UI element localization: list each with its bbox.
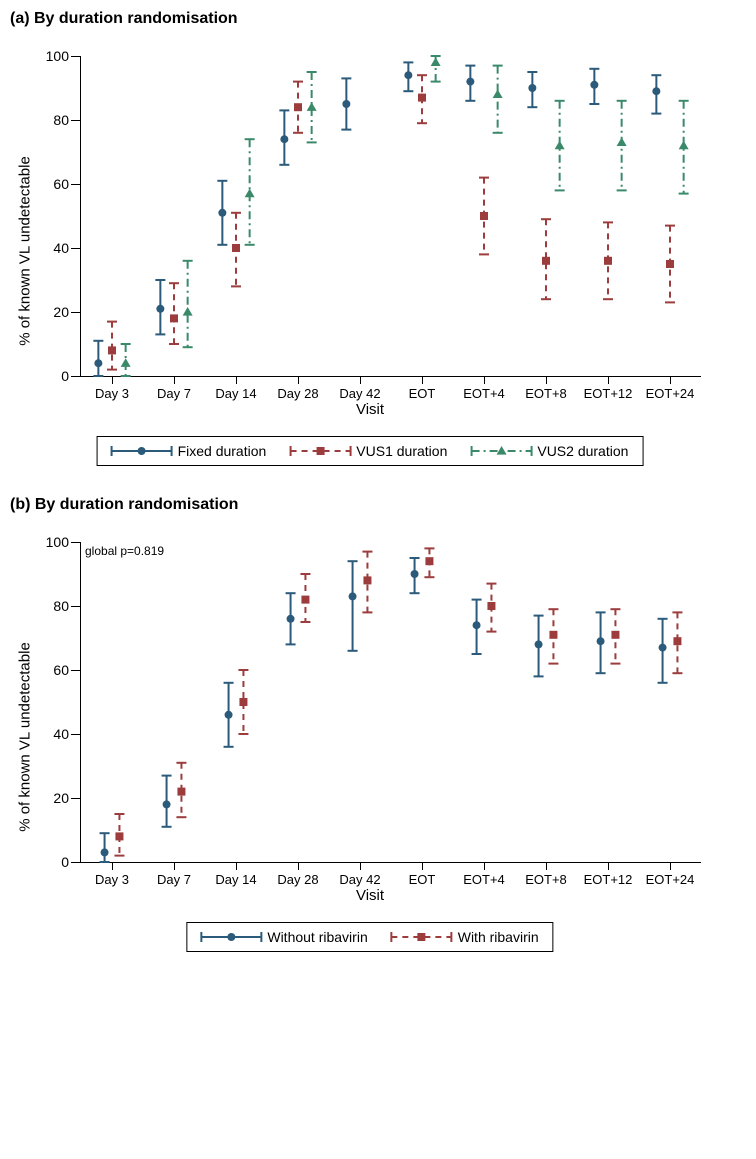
- legend-line-icon: [290, 444, 350, 458]
- ytick-label: 80: [53, 598, 69, 614]
- xtick-label: Day 7: [157, 872, 191, 887]
- ytick: [71, 120, 81, 121]
- legend-label: With ribavirin: [458, 929, 539, 945]
- legend-a: Fixed duration VUS1 duration VUS2 durati…: [97, 436, 644, 466]
- chart-a: % of known VL undetectable 020406080100D…: [10, 36, 730, 466]
- ytick: [71, 542, 81, 543]
- series-layer: [81, 542, 701, 862]
- ytick: [71, 376, 81, 377]
- xtick: [236, 376, 237, 384]
- xtick-label: EOT: [409, 386, 436, 401]
- legend-item: Fixed duration: [112, 443, 267, 459]
- ytick: [71, 248, 81, 249]
- ytick: [71, 56, 81, 57]
- xtick-label: EOT+8: [525, 386, 567, 401]
- xtick: [670, 862, 671, 870]
- xtick: [608, 862, 609, 870]
- xtick-label: EOT+8: [525, 872, 567, 887]
- legend-line-icon: [112, 444, 172, 458]
- xtick-label: EOT+4: [463, 872, 505, 887]
- xtick: [484, 862, 485, 870]
- xtick: [298, 862, 299, 870]
- ytick-label: 0: [61, 854, 69, 870]
- panel-a-title: (a) By duration randomisation: [10, 10, 756, 28]
- series-vus1-duration: [107, 75, 675, 369]
- series-vus2-duration: [121, 56, 689, 376]
- xtick-label: EOT+12: [584, 872, 633, 887]
- plot-area-b: 020406080100Day 3Day 7Day 14Day 28Day 42…: [80, 542, 701, 863]
- xtick: [670, 376, 671, 384]
- xtick-label: Day 28: [277, 386, 318, 401]
- legend-label: Without ribavirin: [267, 929, 367, 945]
- chart-b: % of known VL undetectable 020406080100D…: [10, 522, 730, 952]
- xtick-label: Day 7: [157, 386, 191, 401]
- xtick-label: Day 14: [215, 872, 256, 887]
- xtick: [608, 376, 609, 384]
- ylabel-b: % of known VL undetectable: [17, 642, 34, 832]
- xtick-label: EOT: [409, 872, 436, 887]
- xtick-label: Day 42: [339, 386, 380, 401]
- legend-b: Without ribavirin With ribavirin: [186, 922, 553, 952]
- legend-item: Without ribavirin: [201, 929, 367, 945]
- xtick: [360, 862, 361, 870]
- xtick: [112, 376, 113, 384]
- xtick: [546, 376, 547, 384]
- ytick-label: 100: [46, 48, 69, 64]
- ytick: [71, 734, 81, 735]
- ytick-label: 60: [53, 176, 69, 192]
- legend-label: VUS1 duration: [356, 443, 447, 459]
- series-fixed-duration: [93, 62, 661, 376]
- ytick-label: 60: [53, 662, 69, 678]
- xtick: [422, 376, 423, 384]
- ytick-label: 20: [53, 790, 69, 806]
- xtick-label: EOT+24: [646, 872, 695, 887]
- ytick: [71, 184, 81, 185]
- ytick-label: 40: [53, 726, 69, 742]
- ytick: [71, 670, 81, 671]
- legend-item: VUS1 duration: [290, 443, 447, 459]
- xlabel-a: Visit: [356, 401, 384, 418]
- legend-line-icon: [392, 930, 452, 944]
- xtick: [546, 862, 547, 870]
- xtick-label: Day 14: [215, 386, 256, 401]
- xtick: [422, 862, 423, 870]
- xtick-label: EOT+24: [646, 386, 695, 401]
- panel-a: (a) By duration randomisation % of known…: [10, 10, 756, 466]
- xlabel-b: Visit: [356, 887, 384, 904]
- ytick-label: 80: [53, 112, 69, 128]
- ytick: [71, 798, 81, 799]
- legend-line-icon: [471, 444, 531, 458]
- ytick: [71, 862, 81, 863]
- ytick-label: 20: [53, 304, 69, 320]
- panel-b-title: (b) By duration randomisation: [10, 496, 756, 514]
- xtick: [298, 376, 299, 384]
- xtick-label: Day 42: [339, 872, 380, 887]
- ytick-label: 100: [46, 534, 69, 550]
- xtick-label: Day 28: [277, 872, 318, 887]
- xtick-label: EOT+12: [584, 386, 633, 401]
- xtick: [360, 376, 361, 384]
- ylabel-a: % of known VL undetectable: [17, 156, 34, 346]
- legend-label: Fixed duration: [178, 443, 267, 459]
- xtick: [112, 862, 113, 870]
- series-layer: [81, 56, 701, 376]
- ytick: [71, 312, 81, 313]
- ytick-label: 0: [61, 368, 69, 384]
- legend-item: VUS2 duration: [471, 443, 628, 459]
- xtick: [174, 862, 175, 870]
- xtick-label: Day 3: [95, 872, 129, 887]
- panel-b: (b) By duration randomisation % of known…: [10, 496, 756, 952]
- xtick-label: Day 3: [95, 386, 129, 401]
- ytick: [71, 606, 81, 607]
- series-with-ribavirin: [114, 548, 682, 855]
- ytick-label: 40: [53, 240, 69, 256]
- xtick: [174, 376, 175, 384]
- legend-label: VUS2 duration: [537, 443, 628, 459]
- xtick-label: EOT+4: [463, 386, 505, 401]
- plot-area-a: 020406080100Day 3Day 7Day 14Day 28Day 42…: [80, 56, 701, 377]
- legend-item: With ribavirin: [392, 929, 539, 945]
- xtick: [236, 862, 237, 870]
- xtick: [484, 376, 485, 384]
- legend-line-icon: [201, 930, 261, 944]
